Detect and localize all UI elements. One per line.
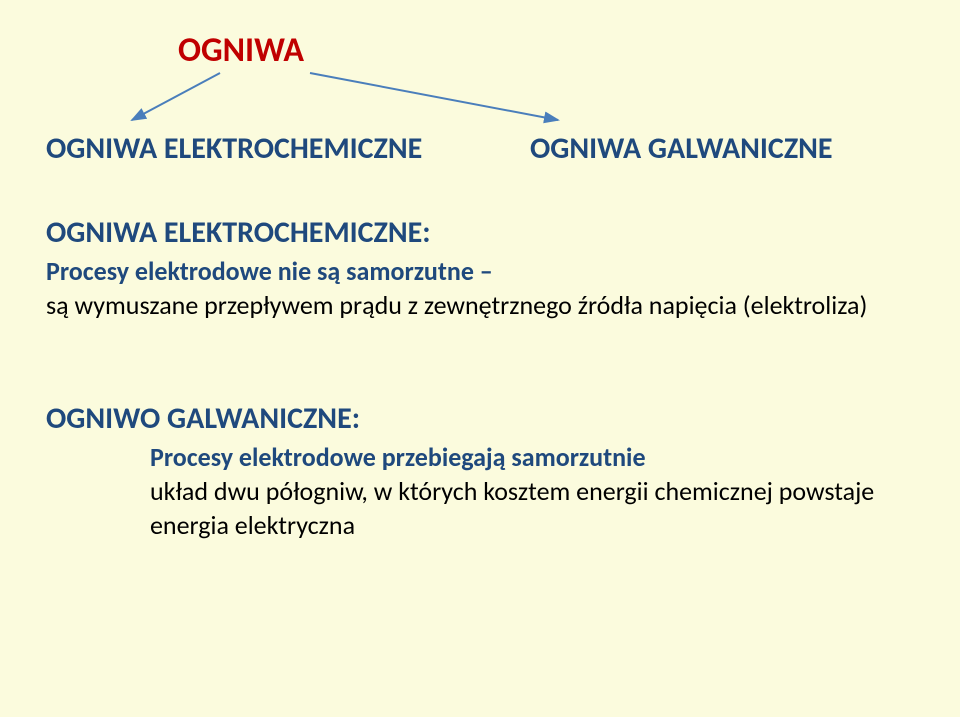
block1-heading: OGNIWA ELEKTROCHEMICZNE: <box>46 214 431 251</box>
block1-line-a: Procesy elektrodowe nie są samorzutne – <box>46 255 493 287</box>
block1-line-b: są wymuszane przepływem prądu z zewnętrz… <box>46 289 867 321</box>
block1-body: Procesy elektrodowe nie są samorzutne – … <box>46 254 940 322</box>
arrow-left <box>0 0 960 717</box>
slide-title: OGNIWA <box>178 30 304 71</box>
block2-line-b: układ dwu półogniw, w których kosztem en… <box>150 475 874 541</box>
block2-line-a-wrap: Procesy elektrodowe przebiegają samorzut… <box>150 440 646 474</box>
heading-galvanic: OGNIWA GALWANICZNE <box>530 130 833 167</box>
block2-line-a: Procesy elektrodowe przebiegają samorzut… <box>150 441 646 473</box>
slide-root: OGNIWA OGNIWA ELEKTROCHEMICZNE OGNIWA GA… <box>0 0 960 717</box>
block2-line-b-wrap: układ dwu półogniw, w których kosztem en… <box>150 474 890 542</box>
block2-heading: OGNIWO GALWANICZNE: <box>46 400 360 437</box>
arrow-right-line <box>310 73 558 120</box>
arrow-left-line <box>132 73 220 120</box>
heading-electrochemical: OGNIWA ELEKTROCHEMICZNE <box>46 130 422 167</box>
arrow-right <box>0 0 960 717</box>
